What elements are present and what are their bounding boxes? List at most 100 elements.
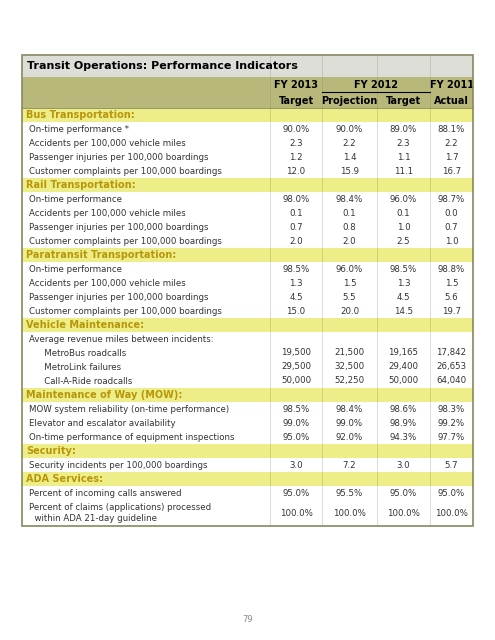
Bar: [22, 276, 473, 290]
Text: 1.5: 1.5: [445, 278, 458, 287]
Bar: [22, 360, 473, 374]
Text: 0.7: 0.7: [289, 223, 303, 232]
Text: 98.4%: 98.4%: [336, 404, 363, 413]
Bar: [22, 55, 473, 526]
Text: Projection: Projection: [321, 95, 378, 106]
Text: 50,000: 50,000: [389, 376, 419, 385]
Text: Target: Target: [278, 95, 313, 106]
Text: Customer complaints per 100,000 boardings: Customer complaints per 100,000 boarding…: [29, 166, 222, 175]
Text: 16.7: 16.7: [442, 166, 461, 175]
Text: 2.2: 2.2: [343, 138, 356, 147]
Text: 1.2: 1.2: [289, 152, 303, 161]
Text: Security incidents per 100,000 boardings: Security incidents per 100,000 boardings: [29, 461, 207, 470]
Text: 64,040: 64,040: [437, 376, 467, 385]
Text: 1.3: 1.3: [289, 278, 303, 287]
Text: 100.0%: 100.0%: [333, 509, 366, 518]
Text: 96.0%: 96.0%: [390, 195, 417, 204]
Text: 4.5: 4.5: [289, 292, 303, 301]
Text: 21,500: 21,500: [335, 349, 364, 358]
Bar: [22, 93, 473, 108]
Text: 79: 79: [242, 616, 253, 625]
Text: Percent of incoming calls answered: Percent of incoming calls answered: [29, 488, 182, 497]
Text: Maintenance of Way (MOW):: Maintenance of Way (MOW):: [26, 390, 182, 400]
Text: On-time performance *: On-time performance *: [29, 125, 129, 134]
Bar: [22, 458, 473, 472]
Text: 100.0%: 100.0%: [280, 509, 312, 518]
Text: 17,842: 17,842: [437, 349, 467, 358]
Text: MOW system reliability (on-time performance): MOW system reliability (on-time performa…: [29, 404, 229, 413]
Text: 98.3%: 98.3%: [438, 404, 465, 413]
Text: Security:: Security:: [26, 446, 76, 456]
Text: 1.0: 1.0: [396, 223, 410, 232]
Text: Call-A-Ride roadcalls: Call-A-Ride roadcalls: [36, 376, 132, 385]
Bar: [22, 332, 473, 346]
Bar: [22, 290, 473, 304]
Text: 98.4%: 98.4%: [336, 195, 363, 204]
Text: Accidents per 100,000 vehicle miles: Accidents per 100,000 vehicle miles: [29, 278, 186, 287]
Text: 95.0%: 95.0%: [390, 488, 417, 497]
Bar: [22, 108, 473, 122]
Text: 89.0%: 89.0%: [390, 125, 417, 134]
Bar: [22, 234, 473, 248]
Text: 92.0%: 92.0%: [336, 433, 363, 442]
Text: 98.5%: 98.5%: [390, 264, 417, 273]
Text: Rail Transportation:: Rail Transportation:: [26, 180, 136, 190]
Text: 19,500: 19,500: [281, 349, 311, 358]
Text: 2.5: 2.5: [396, 237, 410, 246]
Text: 2.0: 2.0: [289, 237, 303, 246]
Bar: [22, 472, 473, 486]
Text: Transit Operations: Performance Indicators: Transit Operations: Performance Indicato…: [27, 61, 298, 71]
Text: 2.3: 2.3: [289, 138, 303, 147]
Text: 95.0%: 95.0%: [282, 488, 310, 497]
Bar: [22, 55, 473, 77]
Text: 14.5: 14.5: [394, 307, 413, 316]
Text: 29,400: 29,400: [389, 362, 418, 371]
Bar: [22, 500, 473, 526]
Text: MetroLink failures: MetroLink failures: [36, 362, 121, 371]
Text: 4.5: 4.5: [396, 292, 410, 301]
Text: Customer complaints per 100,000 boardings: Customer complaints per 100,000 boarding…: [29, 237, 222, 246]
Text: 29,500: 29,500: [281, 362, 311, 371]
Text: Paratransit Transportation:: Paratransit Transportation:: [26, 250, 176, 260]
Text: 0.1: 0.1: [289, 209, 303, 218]
Text: 1.3: 1.3: [396, 278, 410, 287]
Bar: [22, 388, 473, 402]
Text: 90.0%: 90.0%: [282, 125, 310, 134]
Text: 0.1: 0.1: [343, 209, 356, 218]
Text: 95.5%: 95.5%: [336, 488, 363, 497]
Text: Accidents per 100,000 vehicle miles: Accidents per 100,000 vehicle miles: [29, 138, 186, 147]
Text: Average revenue miles between incidents:: Average revenue miles between incidents:: [29, 335, 214, 344]
Text: 0.7: 0.7: [445, 223, 458, 232]
Text: 88.1%: 88.1%: [438, 125, 465, 134]
Text: 0.8: 0.8: [343, 223, 356, 232]
Bar: [22, 192, 473, 206]
Text: 99.0%: 99.0%: [336, 419, 363, 428]
Text: Passenger injuries per 100,000 boardings: Passenger injuries per 100,000 boardings: [29, 292, 208, 301]
Bar: [22, 304, 473, 318]
Bar: [22, 262, 473, 276]
Text: Customer complaints per 100,000 boardings: Customer complaints per 100,000 boarding…: [29, 307, 222, 316]
Text: 95.0%: 95.0%: [438, 488, 465, 497]
Text: 5.5: 5.5: [343, 292, 356, 301]
Text: Bus Transportation:: Bus Transportation:: [26, 110, 135, 120]
Bar: [22, 248, 473, 262]
Text: 1.1: 1.1: [396, 152, 410, 161]
Text: 5.6: 5.6: [445, 292, 458, 301]
Bar: [22, 77, 473, 93]
Text: FY 2011: FY 2011: [430, 80, 474, 90]
Text: 1.4: 1.4: [343, 152, 356, 161]
Text: On-time performance of equipment inspections: On-time performance of equipment inspect…: [29, 433, 235, 442]
Text: FY 2012: FY 2012: [354, 80, 398, 90]
Text: 0.1: 0.1: [396, 209, 410, 218]
Bar: [22, 220, 473, 234]
Text: 12.0: 12.0: [287, 166, 305, 175]
Bar: [22, 178, 473, 192]
Text: 0.0: 0.0: [445, 209, 458, 218]
Bar: [22, 346, 473, 360]
Text: Passenger injuries per 100,000 boardings: Passenger injuries per 100,000 boardings: [29, 223, 208, 232]
Text: 3.0: 3.0: [289, 461, 303, 470]
Text: 100.0%: 100.0%: [387, 509, 420, 518]
Text: Actual: Actual: [434, 95, 469, 106]
Text: 100.0%: 100.0%: [435, 509, 468, 518]
Text: Accidents per 100,000 vehicle miles: Accidents per 100,000 vehicle miles: [29, 209, 186, 218]
